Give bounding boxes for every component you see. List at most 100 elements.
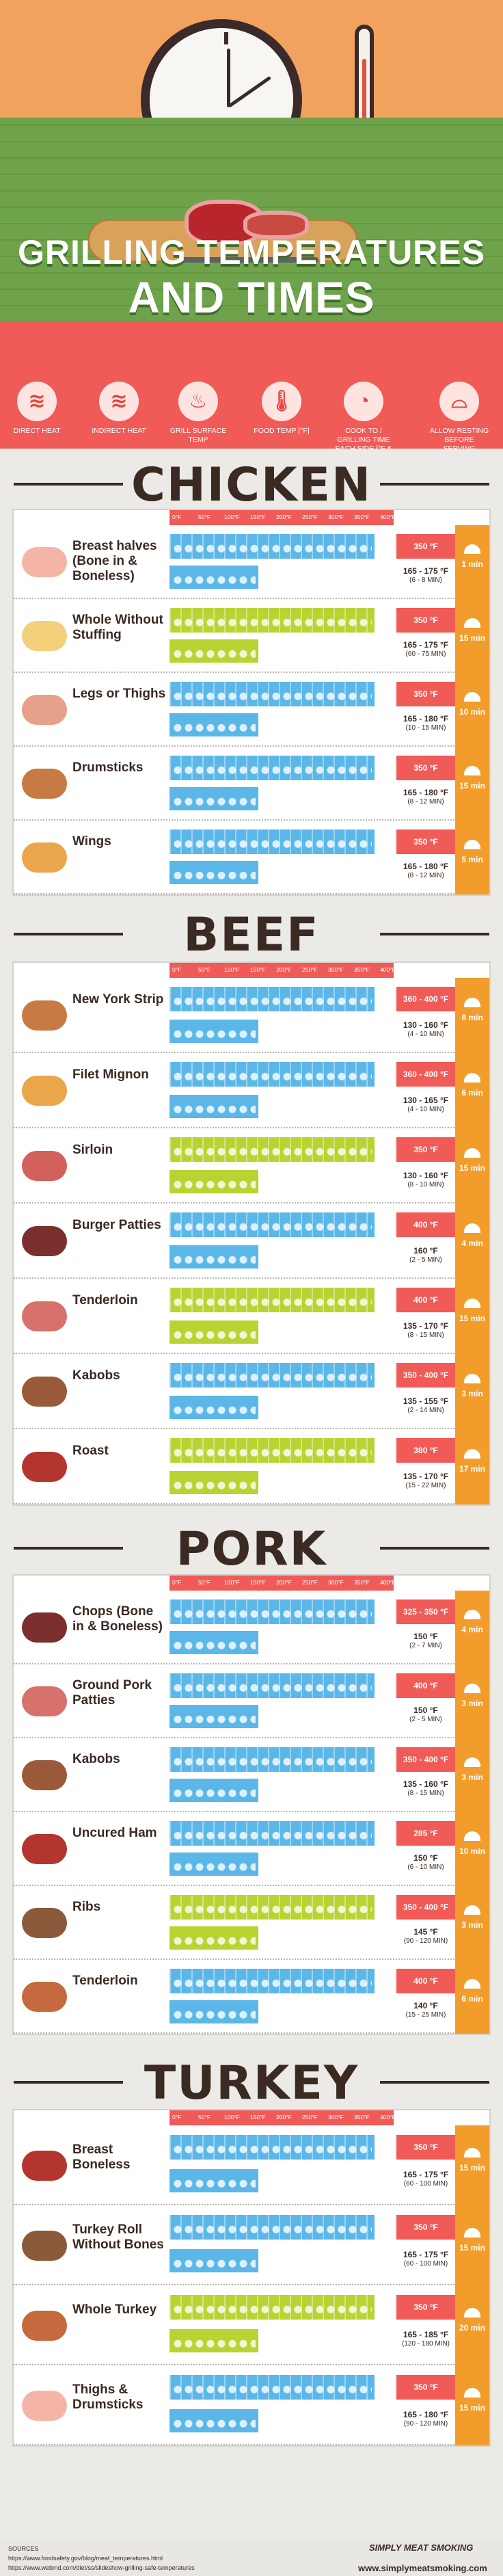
- rest-time: 15 min: [455, 2365, 489, 2445]
- flame-icon: [172, 2300, 372, 2315]
- indirect-heat-bar: [169, 1895, 375, 1920]
- flame-icon: [172, 1100, 256, 1115]
- cook-time: (4 - 10 MIN): [407, 1031, 444, 1038]
- thermometer-icon: [355, 25, 374, 129]
- table-row: Legs or Thighs 350 °F 165 - 180 °F (10 - 15…: [14, 673, 489, 747]
- cook-to-temp: 165 - 180 °F (8 - 12 MIN): [396, 788, 455, 806]
- meat-cut-icon: [22, 1076, 67, 1106]
- grill-temp: 350 °F: [413, 542, 438, 551]
- cook-to-temp: 160 °F (2 - 5 MIN): [396, 1247, 455, 1264]
- section-title: BEEF: [183, 908, 320, 962]
- scale-label: 250°F: [302, 2114, 318, 2121]
- flame-icon: [172, 834, 372, 849]
- legend-food-temp: 🌡 FOOD TEMP [°F]: [250, 382, 313, 436]
- flame-icon: [172, 2414, 256, 2429]
- grill-temp-box: [396, 1062, 455, 1087]
- cloche-icon: [464, 1223, 480, 1233]
- section-title: PORK: [176, 1522, 327, 1576]
- meat-cut-icon: [22, 1982, 67, 2012]
- grill-temp-box: [396, 756, 455, 780]
- cook-time: (8 - 15 MIN): [407, 1331, 444, 1339]
- cloche-icon: [464, 618, 480, 628]
- cook-time: (90 - 120 MIN): [403, 1937, 448, 1945]
- grill-temp: 350 - 400 °F: [403, 1902, 449, 1912]
- food-temp-bar: [169, 1631, 258, 1654]
- grill-temp: 350 °F: [413, 2382, 438, 2392]
- cook-to-temp: 135 - 155 °F (2 - 14 MIN): [396, 1397, 455, 1415]
- grill-temp: 350 °F: [413, 615, 438, 625]
- indirect-heat-bar: [169, 1288, 375, 1312]
- cook-to-temp: 130 - 160 °F (4 - 10 MIN): [396, 1021, 455, 1039]
- source-link[interactable]: https://www.foodsafety.gov/blog/meat_tem…: [8, 2555, 163, 2562]
- sources-title: SOURCES: [8, 2545, 39, 2552]
- scale-header: 0°F 50°F 100°F 150°F 200°F 250°F 300°F 350°F 400…: [169, 1576, 396, 1591]
- indirect-heat-bar: [169, 1438, 375, 1463]
- grill-temp: 350 - 400 °F: [403, 1370, 449, 1380]
- scale-label: 250°F: [302, 1579, 318, 1586]
- indirect-heat-bar: [169, 608, 375, 633]
- grill-temp: 350 °F: [413, 2302, 438, 2312]
- grill-temp: 350 °F: [413, 1145, 438, 1154]
- meat-cut-name: Tenderloin: [72, 1974, 138, 1988]
- cloche-icon: [464, 766, 480, 775]
- table-row: Kabobs 350 - 400 °F 135 - 160 °F (8 - 15 MI…: [14, 1738, 489, 1812]
- meat-cut-name: Breast Boneless: [72, 2142, 131, 2172]
- direct-heat-bar: [169, 1212, 375, 1237]
- scale-label: 300°F: [328, 1579, 344, 1586]
- scale-label: 100°F: [224, 1579, 240, 1586]
- source-link[interactable]: https://www.webmd.com/diet/ss/slideshow-…: [8, 2564, 195, 2571]
- site-url[interactable]: www.simplymeatsmoking.com: [358, 2563, 487, 2573]
- scale-label: 50°F: [198, 1579, 211, 1586]
- grill-temp-box: [396, 2215, 455, 2240]
- flame-icon: [172, 1678, 372, 1693]
- table-row: Tenderloin 400 °F 135 - 170 °F (8 - 15 MIN)…: [14, 1279, 489, 1354]
- table-row: Whole Turkey 350 °F 165 - 185 °F (120 - 180…: [14, 2285, 489, 2365]
- table-row: Drumsticks 350 °F 165 - 180 °F (8 - 12 MIN)…: [14, 747, 489, 821]
- page-title-line-2: AND TIMES: [128, 273, 375, 322]
- scale-label: 100°F: [224, 2114, 240, 2121]
- temperature-table: 0°F 50°F 100°F 150°F 200°F 250°F 300°F 350°F 400…: [12, 509, 491, 896]
- grill-temp: 400 °F: [413, 1681, 438, 1690]
- flame-icon: [172, 2254, 256, 2269]
- scale-label: 200°F: [276, 2114, 292, 2121]
- cook-to-temp: 165 - 175 °F (6 - 8 MIN): [396, 567, 455, 585]
- cloche-icon: [464, 1299, 480, 1308]
- cloche-icon: [464, 2307, 480, 2318]
- cook-temp: 135 - 170 °F: [403, 1321, 449, 1331]
- divider: [14, 933, 123, 935]
- rest-time-label: 8 min: [461, 1013, 483, 1022]
- section-header: TURKEY: [0, 2054, 503, 2111]
- header-banner: [0, 0, 503, 129]
- rest-time-label: 15 min: [459, 633, 485, 643]
- rest-time: 3 min: [455, 1664, 489, 1738]
- divider: [14, 2081, 123, 2084]
- cook-temp: 130 - 160 °F: [403, 1020, 449, 1030]
- temperature-table: 0°F 50°F 100°F 150°F 200°F 250°F 300°F 350°F 400…: [12, 961, 491, 1506]
- cook-time: (8 - 10 MIN): [407, 1181, 444, 1189]
- grill-temp: 380 °F: [413, 1446, 438, 1455]
- rest-time: 15 min: [455, 1128, 489, 1204]
- direct-heat-bar: [169, 987, 375, 1011]
- cook-to-temp: 165 - 175 °F (60 - 100 MIN): [396, 2250, 455, 2268]
- thermometer-icon: 🌡: [262, 382, 301, 421]
- meat-cut-name: Chops (Bone in & Boneless): [72, 1604, 163, 1634]
- section-title: TURKEY: [144, 2056, 359, 2110]
- legend-indirect-heat: ≋ INDIRECT HEAT: [87, 382, 150, 436]
- scale-label: 50°F: [198, 2114, 211, 2121]
- rest-time: 15 min: [455, 1279, 489, 1354]
- scale-label: 200°F: [276, 1579, 292, 1586]
- meat-cut-name: Kabobs: [72, 1752, 120, 1766]
- cloche-icon: [464, 1684, 480, 1693]
- table-row: Ground Pork Patties 400 °F 150 °F (2 - 5 MI…: [14, 1664, 489, 1738]
- cook-temp: 150 °F: [413, 1853, 438, 1863]
- grill-temp: 400 °F: [413, 1220, 438, 1230]
- meat-cut-icon: [22, 842, 67, 873]
- clock-icon: [141, 19, 302, 129]
- cook-time: (6 - 10 MIN): [407, 1863, 444, 1871]
- rest-time: 10 min: [455, 1812, 489, 1886]
- footer: SOURCES https://www.foodsafety.gov/blog/…: [0, 2541, 503, 2576]
- table-row: Wings 350 °F 165 - 180 °F (8 - 12 MIN) 5 min: [14, 821, 489, 894]
- cook-time: (2 - 14 MIN): [407, 1407, 444, 1414]
- grill-temp-box: [396, 682, 455, 706]
- meat-cut-name: Ribs: [72, 1900, 101, 1914]
